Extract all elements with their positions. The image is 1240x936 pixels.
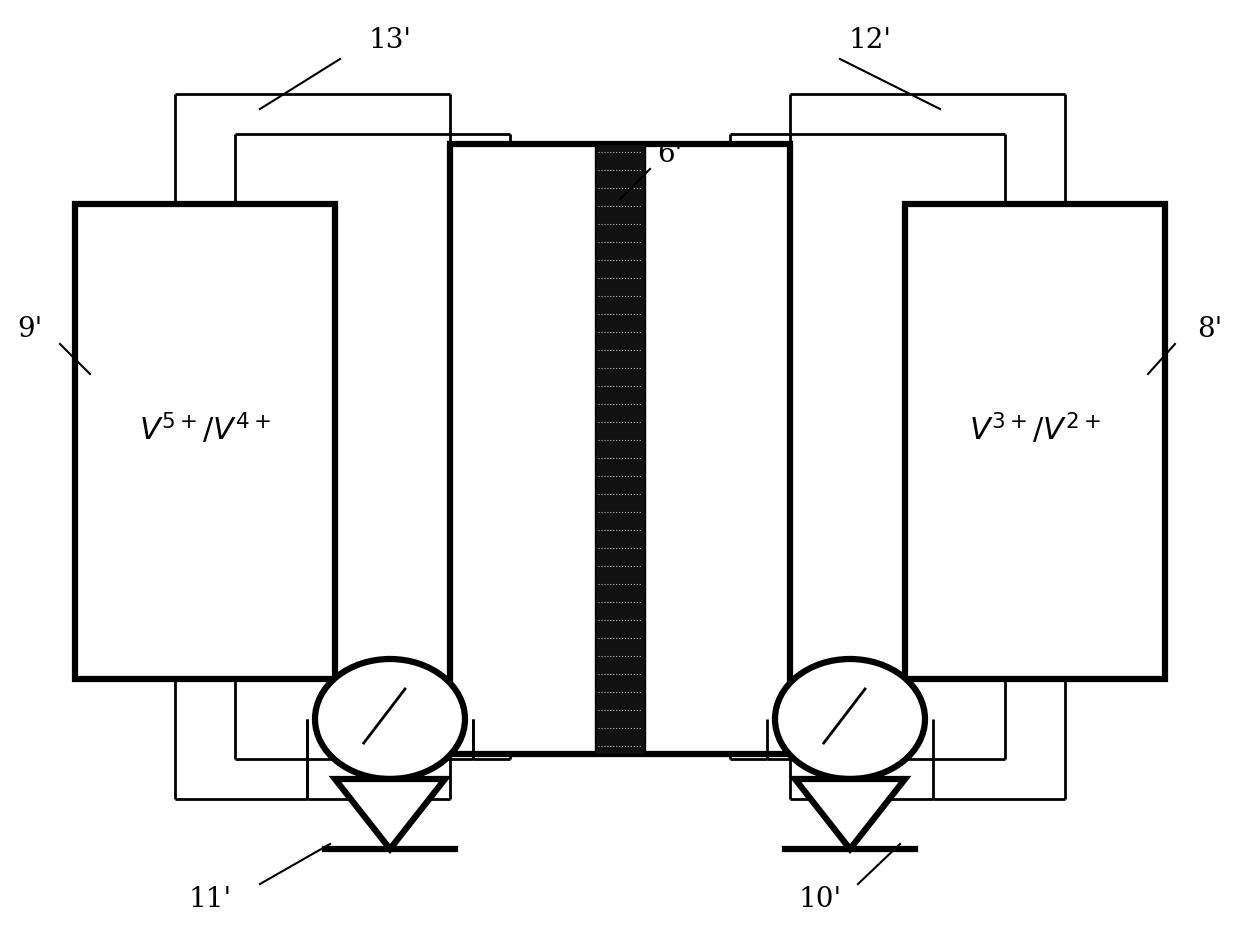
Ellipse shape [315,659,465,779]
Text: 9': 9' [17,316,42,344]
Bar [450,145,790,754]
Text: 13': 13' [368,26,412,53]
Text: 11': 11' [188,885,232,913]
Bar [74,205,335,680]
Ellipse shape [775,659,925,779]
Text: 6': 6' [657,141,683,168]
Text: $\mathit{V}^{5+}/\mathit{V}^{4+}$: $\mathit{V}^{5+}/\mathit{V}^{4+}$ [139,412,272,447]
Text: 10': 10' [799,885,842,913]
Polygon shape [795,779,905,849]
Text: 12': 12' [848,26,892,53]
Bar [905,205,1166,680]
Bar [595,145,645,754]
Polygon shape [335,779,445,849]
Text: 8': 8' [1198,316,1223,344]
Text: $\mathit{V}^{3+}/\mathit{V}^{2+}$: $\mathit{V}^{3+}/\mathit{V}^{2+}$ [968,412,1101,447]
